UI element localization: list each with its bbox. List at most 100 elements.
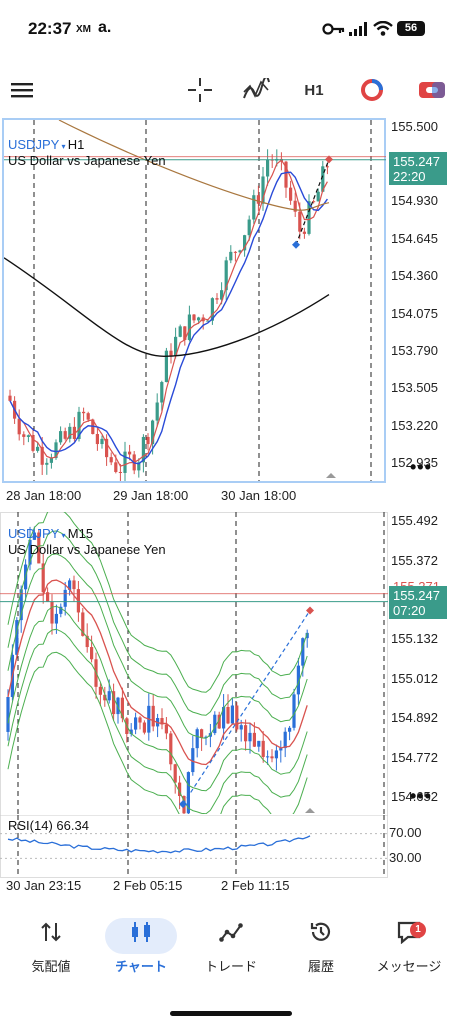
candle xyxy=(230,705,234,724)
buy-marker xyxy=(292,240,300,249)
candle xyxy=(183,326,187,340)
candle xyxy=(296,665,300,695)
candle xyxy=(226,706,230,724)
trend-line xyxy=(295,159,330,245)
crosshair-button[interactable] xyxy=(186,76,214,104)
menu-button[interactable] xyxy=(8,76,36,104)
candle xyxy=(63,431,67,439)
candle xyxy=(50,601,54,624)
candle xyxy=(197,317,201,321)
chart-h1-panel[interactable] xyxy=(2,118,386,483)
ma-fast-line xyxy=(9,159,328,467)
chart-h1-axis-label: 154.645 xyxy=(391,230,438,246)
chart-m15-panel[interactable] xyxy=(0,512,388,878)
candle xyxy=(302,231,306,234)
buy-marker xyxy=(179,800,187,809)
chart-m15-time-label: 30 Jan 23:15 xyxy=(6,878,82,893)
candle xyxy=(292,694,296,728)
chart-m15-time-label: 2 Feb 05:15 xyxy=(113,878,183,893)
candle xyxy=(85,635,89,648)
candle xyxy=(266,159,270,177)
candle xyxy=(244,725,248,742)
nav-item-messages[interactable]: メッセージ xyxy=(369,914,449,975)
rsi-canvas[interactable] xyxy=(0,815,388,877)
candle xyxy=(68,580,72,590)
chart-h1-axis-label: 155.500 xyxy=(391,118,438,134)
candle xyxy=(123,451,127,473)
band-line xyxy=(7,605,308,792)
chart-h1-canvas[interactable] xyxy=(4,120,386,481)
candle xyxy=(186,772,190,814)
candle xyxy=(31,435,35,451)
candle xyxy=(114,462,118,472)
ma-slow-line xyxy=(4,257,330,357)
chart-m15-description: US Dollar vs Japanese Yen xyxy=(8,542,166,557)
candle xyxy=(321,166,325,192)
chart-m15-canvas[interactable] xyxy=(0,512,388,814)
chart-m15-axis-label: 155.492 xyxy=(391,513,438,529)
nav-item-history[interactable]: 履歴 xyxy=(281,914,361,975)
chart-h1-title[interactable]: USDJPY ▾ H1 xyxy=(8,137,85,152)
objects-icon xyxy=(361,79,383,101)
candle xyxy=(134,717,138,730)
candle xyxy=(105,438,109,458)
chart-h1-more-icon[interactable]: ••• xyxy=(410,457,432,477)
candle xyxy=(45,462,49,465)
chart-h1-axis-label: 154.360 xyxy=(391,268,438,284)
candle xyxy=(279,748,283,751)
candle xyxy=(217,714,221,729)
candle xyxy=(40,446,44,465)
objects-button[interactable] xyxy=(358,76,386,104)
candle xyxy=(72,426,76,440)
candle xyxy=(252,732,256,747)
chart-m15-axis-label: 155.132 xyxy=(391,631,438,647)
trade-button[interactable] xyxy=(418,76,446,104)
home-indicator[interactable] xyxy=(170,1011,292,1016)
candle xyxy=(284,161,288,188)
key-icon xyxy=(322,23,345,35)
ma-mid-line xyxy=(9,171,328,465)
candle xyxy=(215,298,219,300)
candle xyxy=(243,235,247,251)
carrier-icon: a. xyxy=(98,19,112,36)
candle xyxy=(206,320,210,322)
candle xyxy=(128,451,132,455)
candle xyxy=(103,694,107,701)
nav-item-quotes[interactable]: 気配値 xyxy=(11,914,91,975)
nav-item-trade[interactable]: トレード xyxy=(191,914,271,975)
candle xyxy=(257,740,261,747)
candle xyxy=(220,290,224,300)
chart-h1-countdown: 22:20 xyxy=(393,169,426,184)
candle xyxy=(233,251,237,253)
candle xyxy=(173,764,177,783)
sell-marker xyxy=(306,606,314,615)
signal-icon xyxy=(349,22,367,36)
rsi-axis-label: 30.00 xyxy=(389,850,422,865)
candle xyxy=(270,756,274,759)
chart-h1-axis-label: 154.075 xyxy=(391,305,438,321)
candle xyxy=(36,446,40,451)
candle xyxy=(107,691,111,701)
candle xyxy=(8,395,12,401)
candle xyxy=(169,350,173,357)
timeframe-button[interactable]: H1 xyxy=(304,81,324,99)
indicators-button[interactable] xyxy=(242,76,270,104)
nav-item-chart[interactable]: チャート xyxy=(101,914,181,975)
candle xyxy=(229,251,233,261)
chart-m15-title[interactable]: USDJPY ▾ M15 xyxy=(8,526,94,541)
candle xyxy=(41,563,45,593)
candle xyxy=(325,166,329,168)
candle xyxy=(151,420,155,445)
sell-marker xyxy=(325,155,333,164)
candle xyxy=(200,729,204,738)
chart-m15-price-tag: 155.247 07:20 xyxy=(389,586,447,619)
crosshair-icon xyxy=(188,78,212,102)
chart-m15-more-icon[interactable]: ••• xyxy=(410,786,432,806)
candle xyxy=(301,638,305,666)
candle xyxy=(54,442,58,459)
candle xyxy=(238,250,242,253)
chart-h1-symbol: USDJPY xyxy=(8,137,60,152)
band-line xyxy=(7,628,308,814)
candle xyxy=(32,532,36,540)
candle xyxy=(59,431,63,443)
